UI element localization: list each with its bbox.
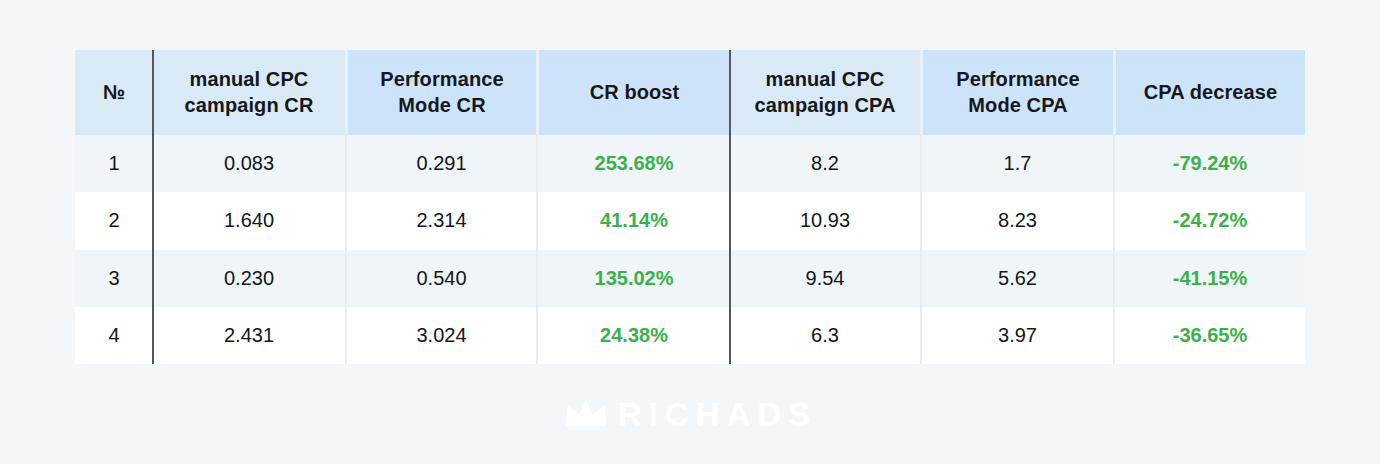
table-cell: 0.083	[153, 135, 345, 192]
column-header-cr-boost: CR boost	[536, 50, 730, 135]
section-divider-left	[152, 50, 154, 364]
section-divider-right	[729, 50, 731, 364]
table-cell: 6.3	[730, 307, 920, 364]
infographic-canvas: № manual CPC campaign CR Performance Mod…	[0, 0, 1380, 464]
column-header-cpa-decrease: CPA decrease	[1113, 50, 1305, 135]
table-cell: 9.54	[730, 250, 920, 307]
comparison-table: № manual CPC campaign CR Performance Mod…	[75, 50, 1305, 364]
table-cell: 3.024	[345, 307, 536, 364]
table-cell: 0.540	[345, 250, 536, 307]
table-cell: 0.291	[345, 135, 536, 192]
table-cell-cpa-decrease: -41.15%	[1113, 250, 1305, 307]
table-cell-cpa-decrease: -79.24%	[1113, 135, 1305, 192]
table-cell: 2.314	[345, 192, 536, 249]
table-cell: 8.23	[920, 192, 1113, 249]
table-cell: 1.640	[153, 192, 345, 249]
table-cell: 3	[75, 250, 153, 307]
table-cell-cpa-decrease: -24.72%	[1113, 192, 1305, 249]
table-cell: 10.93	[730, 192, 920, 249]
watermark-text: RICHADS	[618, 398, 817, 431]
table-cell: 3.97	[920, 307, 1113, 364]
crown-icon	[563, 398, 609, 430]
table-cell-cr-boost: 135.02%	[536, 250, 730, 307]
table-cell: 2	[75, 192, 153, 249]
table-cell: 8.2	[730, 135, 920, 192]
column-header-manual-cpc-cr: manual CPC campaign CR	[153, 50, 345, 135]
table-cell-cr-boost: 24.38%	[536, 307, 730, 364]
table-cell: 4	[75, 307, 153, 364]
table-cell-cr-boost: 253.68%	[536, 135, 730, 192]
column-header-performance-mode-cr: Performance Mode CR	[345, 50, 536, 135]
table-cell: 1	[75, 135, 153, 192]
table-cell: 5.62	[920, 250, 1113, 307]
column-header-manual-cpc-cpa: manual CPC campaign CPA	[730, 50, 920, 135]
column-header-performance-mode-cpa: Performance Mode CPA	[920, 50, 1113, 135]
table-cell: 1.7	[920, 135, 1113, 192]
column-header-num: №	[75, 50, 153, 135]
table-cell-cr-boost: 41.14%	[536, 192, 730, 249]
table-cell-cpa-decrease: -36.65%	[1113, 307, 1305, 364]
richads-watermark: RICHADS	[0, 394, 1380, 434]
table-cell: 0.230	[153, 250, 345, 307]
table-cell: 2.431	[153, 307, 345, 364]
